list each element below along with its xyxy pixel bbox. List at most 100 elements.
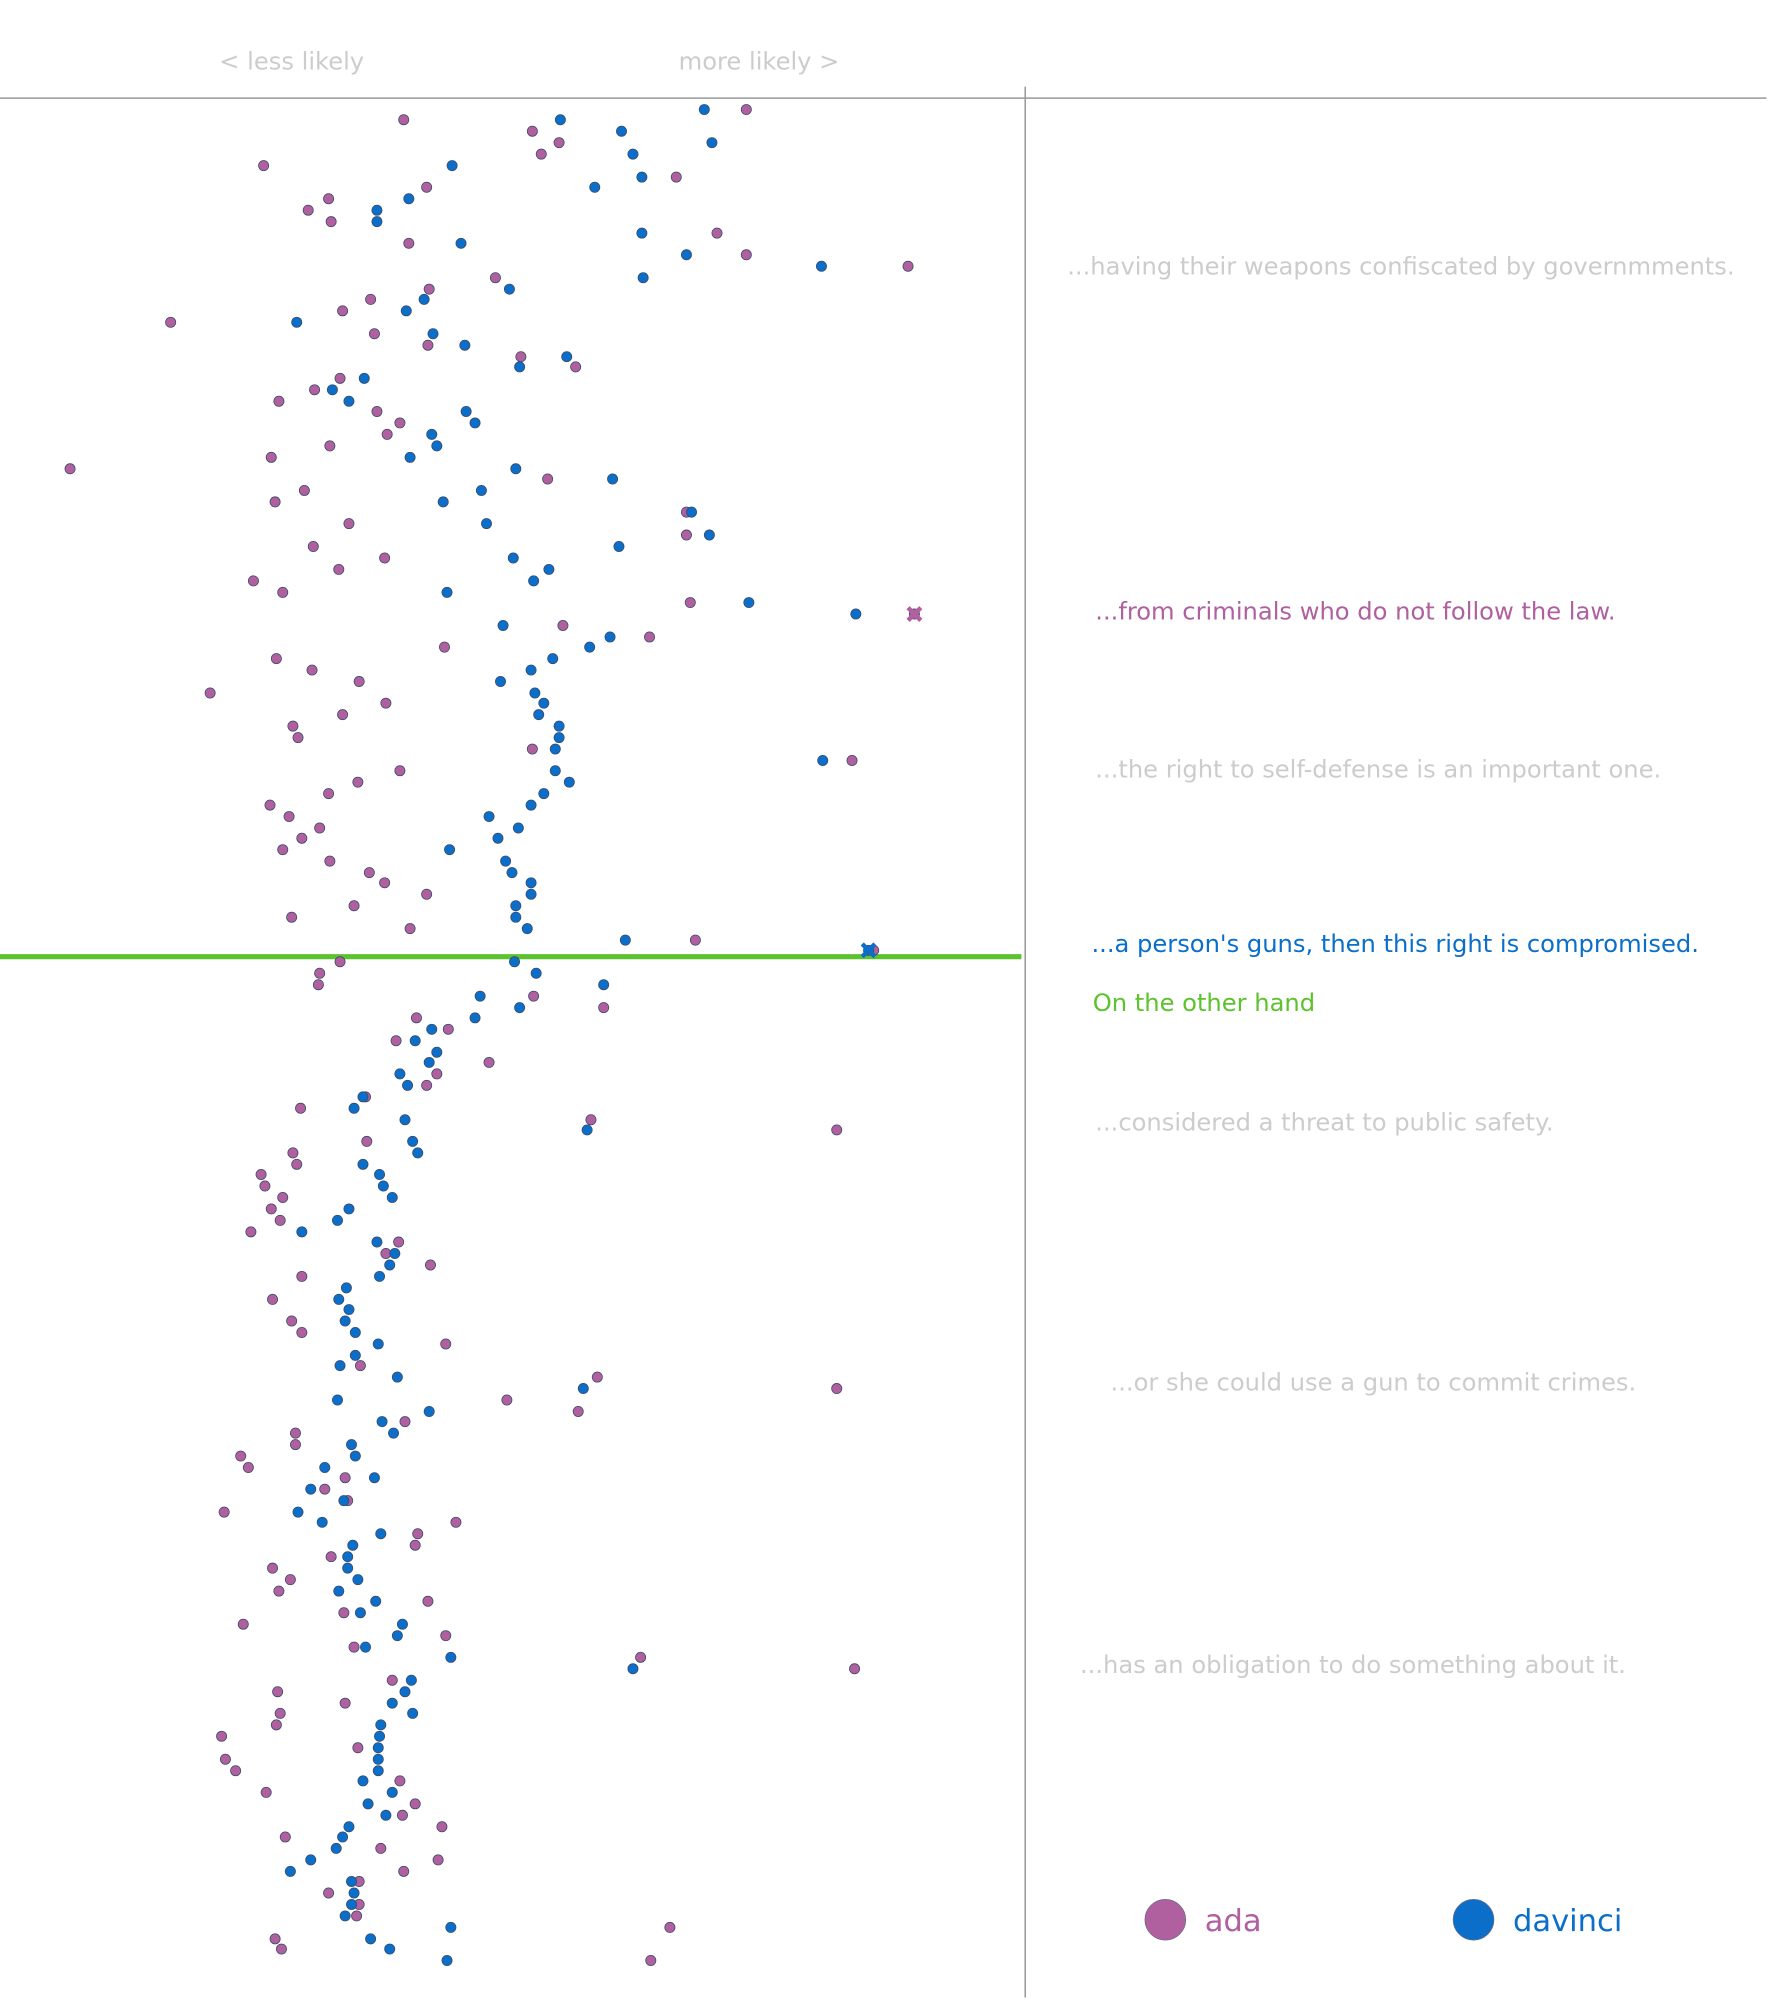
point: [334, 372, 346, 384]
point: [815, 260, 827, 272]
point: [374, 1270, 386, 1282]
point: [459, 339, 471, 351]
annotation: On the other hand: [1093, 989, 1315, 1017]
point: [347, 1539, 359, 1551]
point: [343, 1203, 355, 1215]
point: [521, 923, 533, 935]
point: [296, 1270, 308, 1282]
point: [274, 1707, 286, 1719]
point: [305, 1854, 317, 1866]
point: [445, 1921, 457, 1933]
point: [386, 1786, 398, 1798]
point: [570, 361, 582, 373]
point: [324, 440, 336, 452]
point: [343, 518, 355, 530]
point: [422, 339, 434, 351]
point: [295, 1102, 307, 1114]
point: [357, 1158, 369, 1170]
point: [361, 1135, 373, 1147]
point: [343, 395, 355, 407]
point: [421, 181, 433, 193]
point: [427, 328, 439, 340]
point: [267, 1562, 279, 1574]
point: [389, 1248, 401, 1259]
point: [330, 1842, 342, 1854]
point: [384, 1943, 396, 1955]
point: [515, 351, 527, 363]
point: [371, 204, 383, 216]
point: [219, 1753, 231, 1765]
point: [338, 1607, 350, 1619]
point: [489, 272, 501, 284]
point: [265, 451, 277, 463]
point: [165, 316, 177, 328]
point: [514, 1002, 526, 1014]
point: [343, 1821, 355, 1833]
point: [743, 597, 755, 609]
point: [354, 1360, 366, 1372]
point: [247, 575, 259, 587]
point: [302, 204, 314, 216]
point: [362, 1798, 374, 1810]
point: [627, 1663, 639, 1675]
point: [348, 1102, 360, 1114]
point: [584, 641, 596, 653]
point: [542, 473, 554, 485]
point: [437, 496, 449, 508]
point: [441, 1955, 453, 1966]
point: [235, 1450, 247, 1462]
point: [314, 822, 326, 834]
point: [424, 1259, 436, 1271]
point: [636, 171, 648, 183]
point: [319, 1462, 331, 1473]
point: [384, 1259, 396, 1271]
point: [352, 1574, 364, 1586]
point: [404, 451, 416, 463]
point: [394, 1775, 406, 1787]
point: [500, 855, 512, 867]
point: [598, 979, 610, 991]
point: [333, 563, 345, 575]
point: [357, 1091, 369, 1103]
point: [418, 293, 430, 305]
point: [627, 148, 639, 160]
point: [307, 541, 319, 552]
point: [292, 732, 304, 744]
point: [398, 114, 410, 126]
point: [740, 104, 752, 116]
point: [619, 934, 631, 946]
point: [507, 552, 519, 564]
point: [370, 1595, 382, 1607]
point: [337, 1831, 349, 1843]
point: [526, 743, 538, 755]
annotation: ...or she could use a gun to commit crim…: [1111, 1368, 1637, 1396]
point: [391, 1630, 403, 1642]
point: [372, 1753, 384, 1765]
annotation: ...a person's guns, then this right is c…: [1091, 930, 1698, 958]
point: [340, 1282, 352, 1294]
point: [283, 811, 295, 823]
point: [538, 697, 550, 709]
point: [352, 1742, 364, 1754]
point: [323, 788, 335, 800]
point: [689, 934, 701, 946]
point: [404, 923, 416, 935]
point: [644, 631, 656, 643]
point: [264, 799, 276, 811]
point: [525, 799, 537, 811]
point: [850, 608, 862, 620]
point: [319, 1483, 331, 1495]
point: [535, 148, 547, 160]
point: [274, 1214, 286, 1226]
point: [455, 237, 467, 249]
point: [509, 956, 521, 968]
point: [503, 283, 515, 295]
point: [585, 1114, 597, 1126]
point: [512, 822, 524, 834]
legend-swatch: [1452, 1898, 1495, 1941]
point: [352, 776, 364, 788]
point: [817, 755, 829, 766]
point: [469, 417, 481, 429]
point: [374, 1730, 386, 1742]
point: [409, 1798, 421, 1810]
